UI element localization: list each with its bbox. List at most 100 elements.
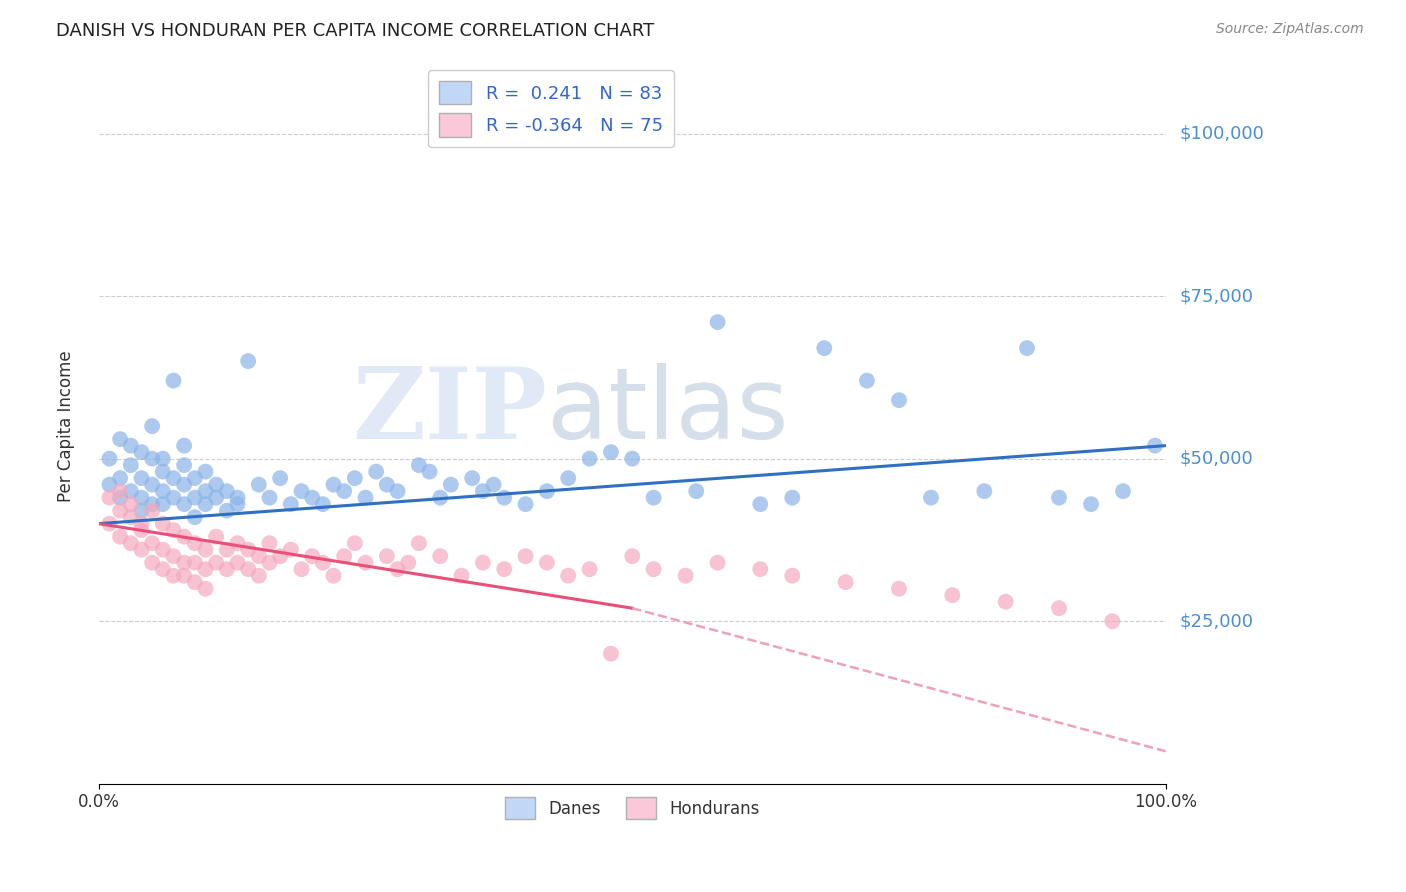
- Point: [215, 562, 238, 576]
- Point: [205, 556, 228, 570]
- Point: [312, 556, 335, 570]
- Point: [259, 536, 281, 550]
- Point: [162, 374, 184, 388]
- Point: [98, 491, 121, 505]
- Point: [322, 568, 344, 582]
- Point: [440, 477, 463, 491]
- Point: [269, 471, 291, 485]
- Point: [887, 393, 910, 408]
- Point: [780, 568, 803, 582]
- Text: ZIP: ZIP: [352, 363, 547, 460]
- Point: [205, 530, 228, 544]
- Point: [162, 491, 184, 505]
- Point: [98, 516, 121, 531]
- Point: [578, 451, 600, 466]
- Point: [184, 536, 207, 550]
- Point: [1112, 484, 1135, 499]
- Point: [131, 516, 153, 531]
- Point: [141, 503, 163, 517]
- Point: [173, 530, 195, 544]
- Point: [536, 556, 558, 570]
- Point: [215, 484, 238, 499]
- Point: [834, 575, 856, 590]
- Point: [120, 536, 142, 550]
- Point: [120, 484, 142, 499]
- Point: [920, 491, 942, 505]
- Point: [215, 503, 238, 517]
- Point: [108, 432, 131, 446]
- Point: [108, 503, 131, 517]
- Point: [471, 484, 494, 499]
- Point: [290, 484, 312, 499]
- Point: [1080, 497, 1102, 511]
- Point: [343, 536, 366, 550]
- Point: [941, 588, 963, 602]
- Point: [173, 439, 195, 453]
- Point: [205, 477, 228, 491]
- Text: $100,000: $100,000: [1180, 125, 1264, 143]
- Point: [375, 477, 398, 491]
- Point: [1101, 614, 1123, 628]
- Point: [141, 419, 163, 434]
- Point: [108, 530, 131, 544]
- Point: [152, 484, 174, 499]
- Point: [131, 523, 153, 537]
- Point: [98, 477, 121, 491]
- Text: $25,000: $25,000: [1180, 612, 1254, 630]
- Point: [366, 465, 388, 479]
- Point: [152, 516, 174, 531]
- Point: [749, 562, 772, 576]
- Point: [131, 491, 153, 505]
- Point: [312, 497, 335, 511]
- Text: DANISH VS HONDURAN PER CAPITA INCOME CORRELATION CHART: DANISH VS HONDURAN PER CAPITA INCOME COR…: [56, 22, 654, 40]
- Point: [333, 549, 356, 564]
- Point: [429, 549, 451, 564]
- Point: [173, 458, 195, 472]
- Point: [621, 549, 644, 564]
- Point: [236, 562, 259, 576]
- Point: [482, 477, 505, 491]
- Point: [194, 562, 217, 576]
- Point: [141, 497, 163, 511]
- Point: [215, 542, 238, 557]
- Point: [322, 477, 344, 491]
- Point: [343, 471, 366, 485]
- Point: [856, 374, 879, 388]
- Point: [131, 542, 153, 557]
- Point: [813, 341, 835, 355]
- Point: [184, 575, 207, 590]
- Point: [141, 477, 163, 491]
- Point: [599, 445, 621, 459]
- Point: [152, 465, 174, 479]
- Legend: Danes, Hondurans: Danes, Hondurans: [498, 790, 766, 825]
- Point: [173, 568, 195, 582]
- Point: [152, 451, 174, 466]
- Point: [236, 354, 259, 368]
- Point: [162, 471, 184, 485]
- Point: [247, 568, 270, 582]
- Point: [706, 315, 728, 329]
- Point: [429, 491, 451, 505]
- Point: [354, 556, 377, 570]
- Point: [259, 556, 281, 570]
- Point: [194, 465, 217, 479]
- Point: [226, 536, 249, 550]
- Point: [108, 491, 131, 505]
- Point: [226, 491, 249, 505]
- Point: [131, 445, 153, 459]
- Point: [290, 562, 312, 576]
- Point: [141, 536, 163, 550]
- Point: [621, 451, 644, 466]
- Point: [131, 503, 153, 517]
- Point: [173, 477, 195, 491]
- Point: [152, 497, 174, 511]
- Point: [780, 491, 803, 505]
- Point: [973, 484, 995, 499]
- Point: [152, 542, 174, 557]
- Point: [162, 549, 184, 564]
- Point: [643, 562, 665, 576]
- Point: [578, 562, 600, 576]
- Point: [194, 542, 217, 557]
- Point: [236, 542, 259, 557]
- Point: [162, 568, 184, 582]
